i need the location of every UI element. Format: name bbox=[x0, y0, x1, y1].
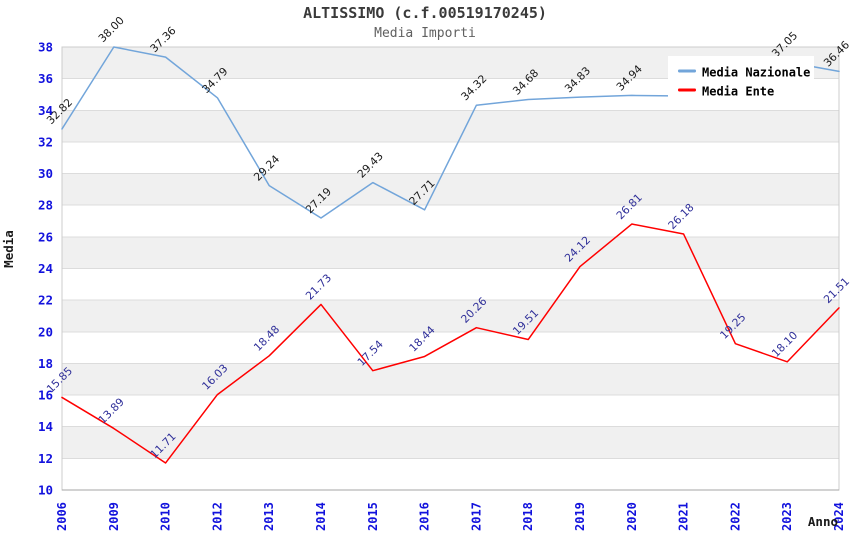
x-tick-label: 2023 bbox=[780, 502, 794, 531]
y-tick-label: 12 bbox=[38, 451, 53, 466]
grid-band bbox=[62, 300, 839, 332]
y-tick-label: 32 bbox=[38, 134, 53, 149]
x-tick-label: 2019 bbox=[573, 502, 587, 531]
legend-background bbox=[668, 56, 814, 104]
x-tick-label: 2009 bbox=[107, 502, 121, 531]
y-tick-label: 26 bbox=[38, 229, 53, 244]
x-tick-label: 2010 bbox=[159, 502, 173, 531]
x-tick-label: 2013 bbox=[262, 502, 276, 531]
y-tick-label: 22 bbox=[38, 293, 53, 308]
series-line-media-ente bbox=[61, 223, 840, 464]
x-tick-label: 2018 bbox=[521, 502, 535, 531]
gridlines bbox=[62, 46, 839, 491]
x-tick-label: 2016 bbox=[418, 502, 432, 531]
grid-bands bbox=[62, 47, 839, 459]
y-tick-label: 18 bbox=[38, 356, 53, 371]
y-tick-label: 30 bbox=[38, 166, 53, 181]
legend-item-media-ente: Media Ente bbox=[702, 85, 774, 99]
x-tick-label: 2012 bbox=[210, 502, 224, 531]
data-label: 21.73 bbox=[303, 271, 334, 302]
grid-band bbox=[62, 426, 839, 459]
media-ente-legend-marker-icon bbox=[678, 88, 696, 92]
data-label: 38.00 bbox=[96, 14, 127, 45]
y-axis-tick-labels: 10 12 14 16 18 20 22 24 26 28 30 32 34 36 38 bbox=[38, 40, 53, 498]
legend: Media Nazionale Media Ente bbox=[668, 56, 814, 104]
data-label: 13.89 bbox=[96, 395, 127, 426]
x-tick-label: 2020 bbox=[625, 502, 639, 531]
x-axis-title: Anno bbox=[808, 514, 838, 529]
x-tick-label: 2024 bbox=[832, 502, 846, 531]
grid-band bbox=[62, 236, 839, 269]
y-tick-label: 16 bbox=[38, 388, 53, 403]
chart-title: ALTISSIMO (c.f.00519170245) bbox=[303, 4, 547, 22]
y-tick-label: 36 bbox=[38, 71, 53, 86]
grid-band bbox=[62, 173, 839, 206]
media-nazionale-legend-marker-icon bbox=[678, 69, 696, 73]
chart-subtitle: Media Importi bbox=[374, 26, 476, 41]
x-tick-label: 2015 bbox=[366, 502, 380, 531]
grid-band bbox=[62, 110, 839, 142]
x-tick-label: 2022 bbox=[728, 502, 742, 531]
x-axis-tick-labels: 2006 2009 2010 2012 2013 2014 2015 2016 2017 2018… bbox=[55, 502, 846, 531]
y-tick-label: 10 bbox=[38, 483, 53, 498]
x-tick-label: 2006 bbox=[55, 502, 69, 531]
y-tick-label: 38 bbox=[38, 40, 53, 55]
y-tick-label: 28 bbox=[38, 198, 53, 213]
data-label: 18.10 bbox=[769, 329, 800, 360]
y-axis-title: Media bbox=[1, 230, 16, 268]
grid-band bbox=[62, 363, 839, 396]
x-tick-label: 2017 bbox=[469, 502, 483, 531]
y-tick-label: 24 bbox=[38, 261, 53, 276]
x-tick-label: 2021 bbox=[677, 502, 691, 531]
y-tick-label: 14 bbox=[38, 419, 53, 434]
x-tick-label: 2014 bbox=[314, 502, 328, 531]
y-tick-label: 20 bbox=[38, 324, 53, 339]
plot-border bbox=[61, 46, 840, 491]
legend-item-media-nazionale: Media Nazionale bbox=[702, 66, 810, 80]
y-tick-label: 34 bbox=[38, 103, 53, 118]
